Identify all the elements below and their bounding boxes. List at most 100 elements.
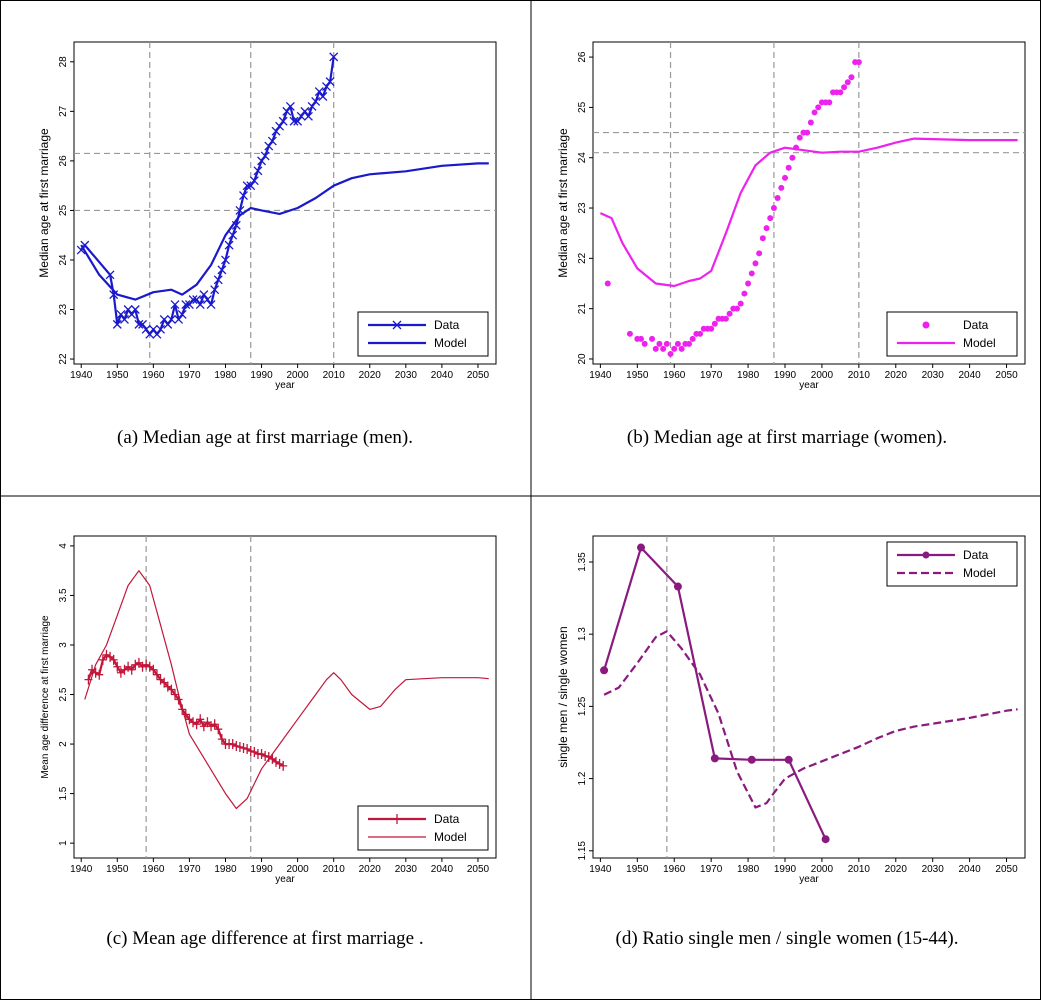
data-point bbox=[145, 329, 155, 339]
data-point bbox=[152, 669, 161, 680]
x-tick-label: 1950 bbox=[106, 864, 129, 875]
data-point bbox=[261, 750, 270, 761]
data-point bbox=[767, 215, 774, 222]
legend-label: Data bbox=[963, 318, 989, 332]
data-point bbox=[844, 79, 851, 86]
data-point bbox=[747, 755, 756, 764]
data-point bbox=[202, 295, 212, 305]
y-tick-label: 1.25 bbox=[577, 696, 588, 716]
data-point bbox=[257, 748, 266, 759]
data-point bbox=[127, 310, 137, 319]
x-tick-label: 2020 bbox=[359, 370, 382, 381]
x-axis-label: year bbox=[799, 380, 819, 391]
data-point bbox=[170, 300, 180, 310]
data-point bbox=[112, 319, 122, 329]
chart-c: 1940 1950 1960 1970 1980 1990 2000 2010 2020 2030… bbox=[40, 535, 497, 885]
data-point bbox=[674, 340, 681, 347]
data-point bbox=[152, 329, 162, 339]
data-point bbox=[95, 669, 104, 680]
x-tick-label: 1960 bbox=[142, 864, 165, 875]
x-tick-label: 1990 bbox=[774, 864, 797, 875]
data-point bbox=[217, 265, 227, 275]
data-point bbox=[811, 109, 818, 116]
data-point bbox=[741, 290, 748, 297]
legend-label: Model bbox=[434, 336, 467, 350]
x-tick-label: 1980 bbox=[214, 864, 237, 875]
data-point bbox=[166, 314, 176, 324]
data-point bbox=[249, 176, 259, 186]
y-tick-label: 21 bbox=[577, 303, 588, 315]
x-tick-label: 1960 bbox=[663, 370, 686, 381]
data-point bbox=[264, 141, 274, 151]
x-tick-label: 2020 bbox=[885, 864, 908, 875]
plot-area bbox=[73, 41, 497, 365]
x-tick-label: 2040 bbox=[431, 370, 454, 381]
x-tick-label: 1980 bbox=[737, 370, 760, 381]
data-point bbox=[141, 324, 151, 334]
x-tick-label: 2030 bbox=[922, 370, 945, 381]
x-tick-label: 2040 bbox=[431, 864, 454, 875]
data-point bbox=[116, 310, 126, 319]
data-point bbox=[105, 270, 115, 280]
x-tick-label: 2050 bbox=[467, 370, 490, 381]
data-point bbox=[177, 310, 187, 319]
data-point bbox=[660, 345, 667, 352]
data-point bbox=[638, 335, 644, 342]
x-tick-label: 2020 bbox=[359, 864, 382, 875]
chart-d: 1940 1950 1960 1970 1980 1990 2000 2010 2020 2030… bbox=[556, 535, 1026, 885]
data-point bbox=[770, 205, 777, 212]
data-point bbox=[752, 260, 759, 267]
data-point bbox=[285, 101, 295, 111]
series-model bbox=[80, 162, 489, 301]
x-tick-label: 1970 bbox=[178, 370, 201, 381]
data-point bbox=[722, 315, 729, 322]
data-point bbox=[689, 335, 696, 342]
data-point bbox=[123, 305, 133, 314]
data-point bbox=[159, 314, 169, 324]
caption-c: (c) Mean age difference at first marriag… bbox=[106, 928, 424, 949]
chart-b: 1940 1950 1960 1970 1980 1990 2000 2010 2020 2030… bbox=[556, 41, 1026, 391]
data-point bbox=[120, 314, 129, 324]
legend-swatch-marker bbox=[393, 814, 401, 824]
data-point bbox=[213, 275, 223, 285]
data-point bbox=[726, 310, 733, 317]
x-tick-label: 2030 bbox=[395, 370, 418, 381]
data-point bbox=[307, 101, 317, 111]
y-tick-label: 1.2 bbox=[577, 771, 588, 785]
x-tick-label: 2010 bbox=[323, 370, 346, 381]
data-point bbox=[649, 335, 656, 342]
data-point bbox=[671, 345, 678, 352]
data-point bbox=[710, 754, 719, 763]
data-point bbox=[170, 689, 179, 700]
data-point bbox=[667, 350, 674, 357]
panel-d-single-ratio: 1940 1950 1960 1970 1980 1990 2000 2010 2020 2030… bbox=[541, 530, 1033, 980]
data-point bbox=[138, 319, 147, 329]
x-axis-label: year bbox=[799, 874, 819, 885]
y-tick-label: 1.3 bbox=[577, 627, 588, 641]
data-point bbox=[826, 99, 833, 106]
data-point bbox=[759, 235, 766, 242]
y-tick-label: 4 bbox=[58, 543, 69, 549]
y-tick-label: 1.15 bbox=[577, 841, 588, 861]
y-tick-label: 23 bbox=[577, 202, 588, 214]
data-point bbox=[300, 106, 310, 116]
panel-b-women-median-age: 1940 1950 1960 1970 1980 1990 2000 2010 2020 2030… bbox=[541, 36, 1033, 486]
x-tick-label: 1940 bbox=[589, 370, 612, 381]
y-tick-label: 2 bbox=[58, 741, 69, 747]
data-point bbox=[210, 719, 219, 730]
data-point bbox=[163, 319, 173, 329]
x-tick-label: 2000 bbox=[286, 370, 309, 381]
data-point bbox=[637, 543, 645, 552]
data-point bbox=[181, 709, 190, 720]
data-point bbox=[663, 340, 670, 347]
data-point bbox=[271, 126, 281, 136]
x-axis-label: year bbox=[275, 874, 295, 885]
x-tick-label: 2040 bbox=[958, 864, 981, 875]
data-point bbox=[242, 181, 252, 191]
y-tick-label: 3 bbox=[58, 642, 69, 648]
y-axis-label: Median age at first marriage bbox=[556, 128, 570, 278]
legend-box bbox=[886, 311, 1018, 357]
data-point bbox=[796, 134, 803, 141]
series-model bbox=[599, 137, 1018, 288]
data-point bbox=[239, 743, 248, 754]
